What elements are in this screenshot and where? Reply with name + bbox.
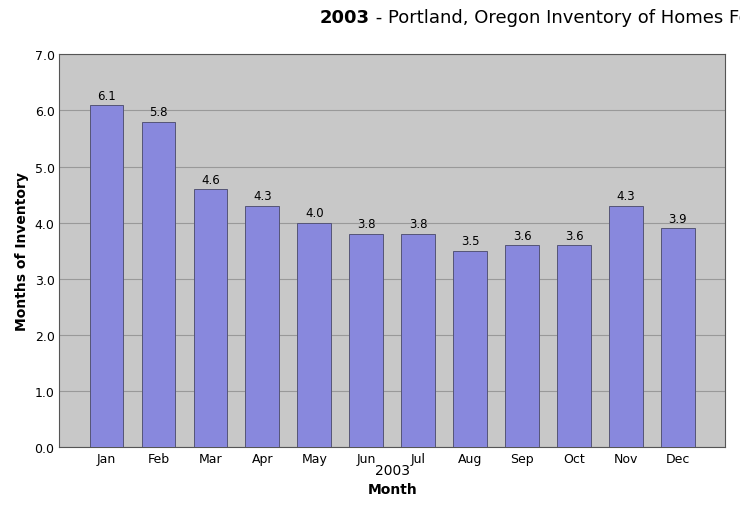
Bar [453, 251, 487, 447]
Text: 2003: 2003 [320, 9, 370, 27]
Bar [505, 245, 539, 447]
Text: Month: Month [367, 482, 417, 496]
Text: 6.1: 6.1 [97, 89, 116, 103]
Text: 3.6: 3.6 [513, 229, 531, 242]
Text: 3.8: 3.8 [357, 218, 375, 231]
Bar [349, 234, 383, 447]
Text: 5.8: 5.8 [149, 106, 168, 119]
Text: 3.8: 3.8 [409, 218, 428, 231]
Text: 2003: 2003 [374, 463, 410, 477]
Text: 4.0: 4.0 [305, 207, 323, 220]
Bar [297, 223, 332, 447]
Bar [141, 122, 175, 447]
Bar [609, 207, 643, 447]
Bar [661, 229, 695, 447]
Text: 4.3: 4.3 [616, 190, 635, 203]
Text: 4.3: 4.3 [253, 190, 272, 203]
Y-axis label: Months of Inventory: Months of Inventory [15, 172, 29, 330]
Text: 3.6: 3.6 [565, 229, 583, 242]
Text: 4.6: 4.6 [201, 173, 220, 186]
Bar [194, 189, 227, 447]
Bar [401, 234, 435, 447]
Bar [246, 207, 279, 447]
Text: 3.9: 3.9 [668, 213, 687, 225]
Bar [90, 106, 124, 447]
Text: - Portland, Oregon Inventory of Homes For Sale: - Portland, Oregon Inventory of Homes Fo… [370, 9, 740, 27]
Bar [557, 245, 591, 447]
Text: 3.5: 3.5 [461, 235, 480, 248]
